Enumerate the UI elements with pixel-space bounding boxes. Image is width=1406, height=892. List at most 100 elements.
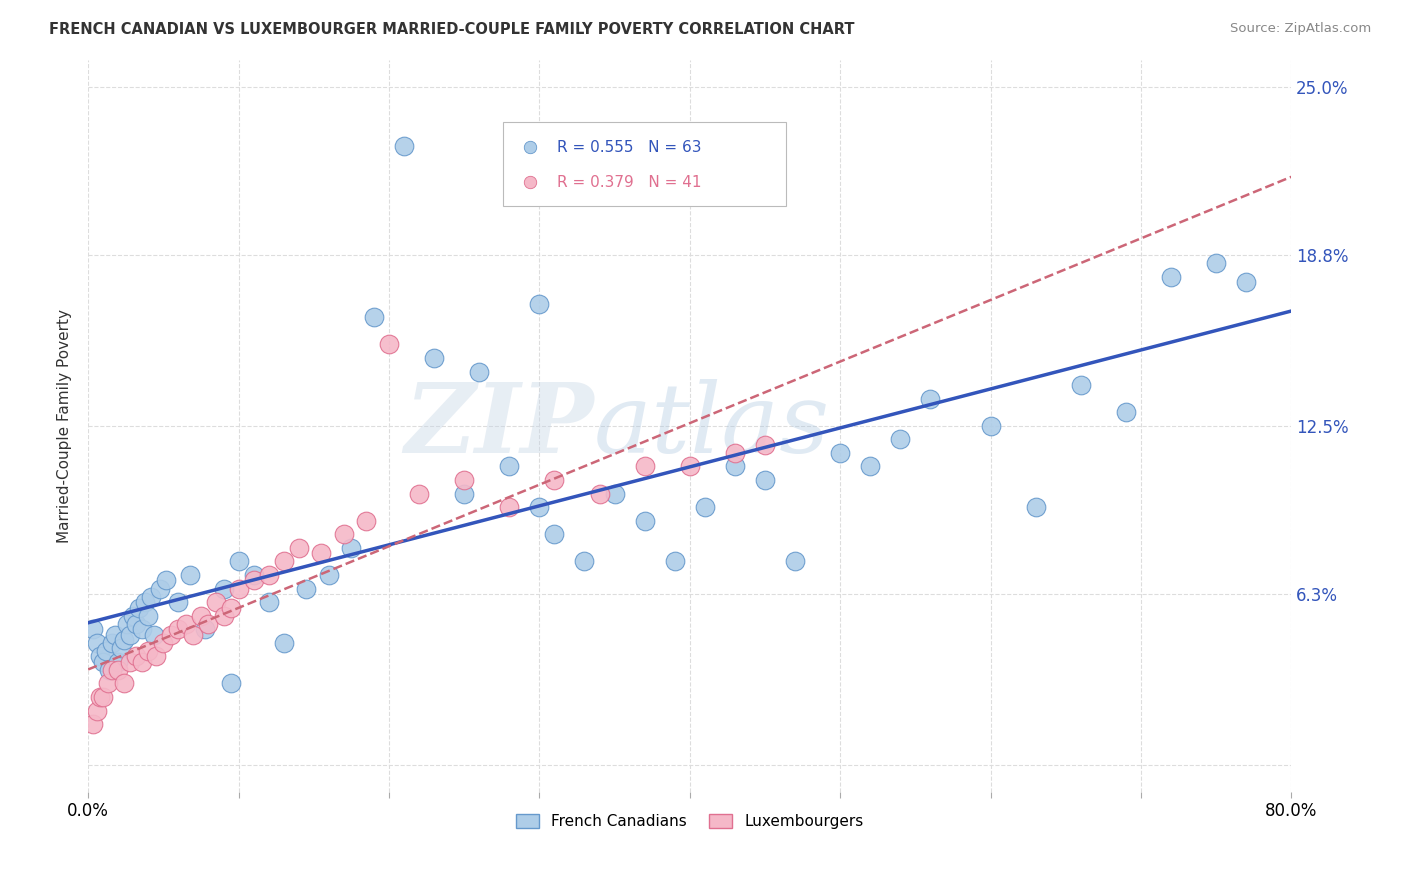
Point [152, 636, 174, 650]
Point [190, 608, 212, 623]
Point [160, 627, 183, 641]
Point [830, 446, 852, 460]
Text: FRENCH CANADIAN VS LUXEMBOURGER MARRIED-COUPLE FAMILY POVERTY CORRELATION CHART: FRENCH CANADIAN VS LUXEMBOURGER MARRIED-… [49, 22, 855, 37]
Point [1115, 405, 1137, 419]
Point [219, 600, 242, 615]
Legend: French Canadians, Luxembourgers: French Canadians, Luxembourgers [509, 808, 870, 836]
Point [120, 655, 142, 669]
Point [136, 644, 159, 658]
Point [318, 568, 340, 582]
Point [179, 568, 201, 582]
Point [82, 622, 104, 636]
Point [131, 622, 153, 636]
Point [920, 392, 942, 406]
Point [980, 418, 1002, 433]
Point [498, 500, 520, 515]
Point [363, 310, 385, 325]
Point [392, 139, 415, 153]
Point [859, 459, 882, 474]
Point [242, 574, 264, 588]
Point [174, 616, 197, 631]
Point [468, 365, 491, 379]
Point [574, 554, 596, 568]
Point [543, 527, 565, 541]
Point [1025, 500, 1047, 515]
Point [889, 433, 911, 447]
Point [89, 690, 111, 704]
Point [228, 554, 250, 568]
Point [498, 459, 520, 474]
Point [378, 337, 401, 351]
Point [1234, 275, 1257, 289]
Point [588, 486, 610, 500]
Point [97, 676, 120, 690]
Point [287, 541, 309, 555]
Text: R = 0.555   N = 63: R = 0.555 N = 63 [557, 140, 702, 154]
Point [529, 296, 551, 310]
Point [679, 459, 702, 474]
Point [101, 636, 124, 650]
Point [112, 633, 135, 648]
Y-axis label: Married-Couple Family Poverty: Married-Couple Family Poverty [58, 309, 72, 542]
Point [309, 546, 332, 560]
Point [724, 459, 747, 474]
Point [149, 582, 172, 596]
Point [1205, 256, 1227, 270]
Point [183, 627, 205, 641]
Point [86, 636, 108, 650]
Point [603, 486, 626, 500]
Point [143, 627, 166, 641]
Text: R = 0.379   N = 41: R = 0.379 N = 41 [557, 175, 702, 190]
Point [273, 554, 295, 568]
Point [128, 600, 150, 615]
Point [194, 622, 217, 636]
Point [212, 582, 235, 596]
Point [212, 608, 235, 623]
Text: ZIP: ZIP [404, 379, 593, 473]
Point [257, 568, 280, 582]
Point [141, 590, 163, 604]
Point [453, 473, 475, 487]
Point [356, 514, 378, 528]
Point [167, 622, 190, 636]
Point [134, 595, 156, 609]
Point [91, 655, 114, 669]
Point [340, 541, 363, 555]
Point [117, 616, 139, 631]
Point [724, 446, 747, 460]
Point [155, 574, 177, 588]
Point [295, 582, 318, 596]
Point [89, 649, 111, 664]
Point [664, 554, 686, 568]
Point [408, 486, 430, 500]
Point [82, 717, 104, 731]
Point [131, 655, 153, 669]
Point [125, 649, 148, 664]
Point [257, 595, 280, 609]
Point [112, 676, 135, 690]
Point [120, 627, 142, 641]
Point [145, 649, 167, 664]
Point [754, 473, 776, 487]
Point [633, 459, 655, 474]
Point [136, 608, 159, 623]
Point [693, 500, 716, 515]
Point [228, 582, 250, 596]
Point [219, 676, 242, 690]
Point [1160, 269, 1182, 284]
Point [122, 608, 145, 623]
Text: atlas: atlas [593, 379, 830, 473]
Point [529, 500, 551, 515]
Point [167, 595, 190, 609]
Text: Source: ZipAtlas.com: Source: ZipAtlas.com [1230, 22, 1371, 36]
Point [273, 636, 295, 650]
Point [242, 568, 264, 582]
Point [453, 486, 475, 500]
Point [633, 514, 655, 528]
Point [107, 663, 129, 677]
Point [107, 655, 129, 669]
Point [333, 527, 356, 541]
Point [110, 641, 132, 656]
Point [197, 616, 219, 631]
Point [86, 704, 108, 718]
